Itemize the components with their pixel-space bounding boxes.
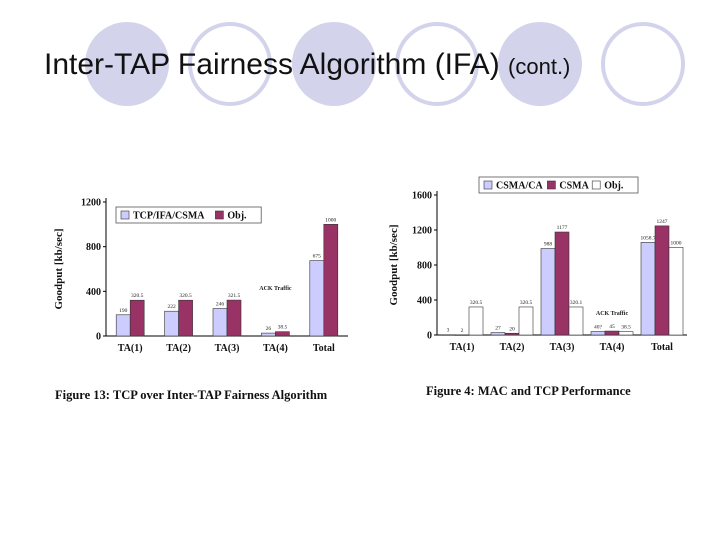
- legend-label: Obj.: [604, 181, 624, 192]
- bar: [468, 306, 484, 336]
- x-tick-label: Total: [313, 343, 335, 354]
- bar-value-label: 321.5: [228, 293, 241, 299]
- decor-ring-2: [395, 22, 479, 106]
- bar: [323, 224, 339, 337]
- y-axis-label: Goodput [kb/sec]: [53, 229, 65, 310]
- bar: [490, 332, 506, 336]
- bar: [212, 308, 228, 337]
- decor-circle-1: [85, 22, 169, 106]
- legend: TCP/IFA/CSMA Obj.: [115, 206, 262, 224]
- legend-label: TCP/IFA/CSMA: [133, 211, 205, 222]
- decor-circle-2: [292, 22, 376, 106]
- bar: [590, 331, 606, 336]
- bar-value-label: 3: [447, 328, 450, 334]
- y-tick-label: 0: [96, 332, 101, 343]
- bar-value-label: 1000: [671, 241, 682, 247]
- bar-value-label: 2: [461, 328, 464, 334]
- legend-swatch: [483, 180, 493, 190]
- bar-value-label: 38.5: [278, 325, 288, 331]
- annotation-ack-traffic: ACK Traffic: [596, 311, 629, 317]
- bar: [440, 334, 456, 336]
- y-tick-label: 0: [427, 331, 432, 342]
- bar-value-label: 1000: [325, 217, 336, 223]
- bar: [129, 299, 145, 337]
- slide-title-suffix: (cont.): [508, 54, 571, 79]
- bar: [504, 332, 520, 336]
- y-tick-label: 800: [86, 242, 101, 253]
- bar: [164, 310, 179, 337]
- bar-value-label: 27: [495, 326, 501, 332]
- bar-value-label: 1247: [657, 219, 668, 225]
- legend-box: [115, 206, 262, 224]
- bar: [604, 330, 620, 336]
- slide-title: Inter-TAP Fairness Algorithm (IFA) (cont…: [44, 48, 570, 82]
- legend: CSMA/CA CSMA Obj.: [478, 176, 639, 194]
- bar-value-label: 988: [544, 242, 553, 248]
- bar: [454, 334, 470, 336]
- bar: [115, 314, 131, 337]
- x-tick-label: TA(4): [263, 343, 288, 354]
- bar: [226, 299, 242, 337]
- chart-figure-13: Goodput [kb/sec] 0 400 800 1200 190 320.5 TA(1)…: [53, 198, 348, 354]
- bar: [668, 247, 684, 336]
- bar-value-label: 246: [216, 302, 225, 308]
- legend-swatch: [120, 210, 130, 220]
- bar: [654, 225, 670, 336]
- legend-swatch: [547, 180, 556, 190]
- legend-swatch: [215, 210, 224, 220]
- y-tick-label: 800: [417, 261, 432, 272]
- bar: [554, 231, 570, 336]
- bar-value-label: 1177: [557, 225, 568, 231]
- bar-value-label: 40?: [594, 325, 603, 331]
- legend-label: CSMA/CA: [496, 181, 543, 192]
- caption-figure-13: Figure 13: TCP over Inter-TAP Fairness A…: [55, 388, 328, 402]
- x-tick-label: TA(1): [118, 343, 143, 354]
- bar: [618, 331, 634, 336]
- bar: [568, 306, 584, 336]
- bar-value-label: 45: [609, 324, 615, 330]
- bar: [518, 306, 534, 336]
- bar: [309, 260, 325, 337]
- bar-value-label: 222: [167, 304, 176, 310]
- y-tick-label: 400: [86, 287, 101, 298]
- legend-label: Obj.: [227, 211, 247, 222]
- slide-title-main: Inter-TAP Fairness Algorithm (IFA): [44, 48, 500, 81]
- legend-label: CSMA: [559, 181, 589, 192]
- legend-swatch: [591, 180, 601, 190]
- bar-value-label: 20: [509, 326, 515, 332]
- x-tick-label: TA(3): [550, 342, 575, 353]
- bar: [178, 299, 193, 337]
- bar: [261, 332, 276, 337]
- bar-value-label: 190: [119, 308, 128, 314]
- decor-ring-3: [601, 22, 685, 106]
- bar-value-label: 320.5: [131, 293, 144, 299]
- bar: [540, 248, 556, 336]
- x-tick-label: TA(2): [500, 342, 525, 353]
- y-axis-label: Goodput [kb/sec]: [388, 225, 400, 306]
- bar-value-label: 38.5: [621, 325, 631, 331]
- bar-value-label: 320.5: [520, 300, 533, 306]
- bar: [640, 242, 656, 336]
- bar: [275, 331, 290, 337]
- y-tick-label: 1600: [412, 191, 432, 202]
- bar-value-label: 320.1: [570, 300, 583, 306]
- x-tick-label: Total: [651, 342, 673, 353]
- annotation-ack-traffic: ACK Traffic: [259, 286, 292, 292]
- bar-value-label: 675: [313, 254, 322, 260]
- decor-circle-3: [498, 22, 582, 106]
- x-tick-label: TA(4): [600, 342, 625, 353]
- decor-ring-1: [188, 22, 272, 106]
- x-tick-label: TA(2): [166, 343, 191, 354]
- x-tick-label: TA(1): [450, 342, 475, 353]
- bar-value-label: 26: [266, 326, 272, 332]
- chart-figure-4: Goodput [kb/sec] 0 400 800 1200 1600 3 2 320.5 TA…: [388, 176, 687, 353]
- y-tick-label: 400: [417, 296, 432, 307]
- x-tick-label: TA(3): [215, 343, 240, 354]
- caption-figure-4: Figure 4: MAC and TCP Performance: [426, 384, 631, 398]
- bar-value-label: 320.5: [179, 293, 192, 299]
- y-tick-label: 1200: [81, 198, 101, 209]
- bar-value-label: 1058.7: [640, 235, 655, 241]
- y-tick-label: 1200: [412, 226, 432, 237]
- bar-value-label: 320.5: [470, 300, 483, 306]
